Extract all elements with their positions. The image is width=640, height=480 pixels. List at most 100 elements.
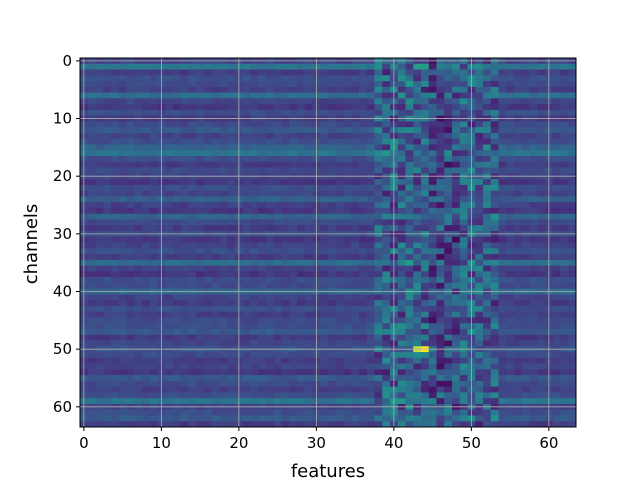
heatmap-cell <box>289 294 298 301</box>
heatmap-cell <box>366 219 375 226</box>
heatmap-cell <box>529 179 538 186</box>
heatmap-cell <box>506 225 515 232</box>
heatmap-cell <box>529 311 538 318</box>
heatmap-cell <box>428 375 437 382</box>
heatmap-cell <box>289 219 298 226</box>
heatmap-cell <box>366 190 375 197</box>
heatmap-cell <box>219 225 228 232</box>
heatmap-cell <box>103 375 112 382</box>
heatmap-cell <box>351 207 360 215</box>
heatmap-cell <box>436 190 445 197</box>
heatmap-cell <box>351 127 360 134</box>
heatmap-cell <box>196 213 205 220</box>
heatmap-cell <box>366 104 375 111</box>
heatmap-cell <box>126 352 135 359</box>
heatmap-cell <box>374 271 383 278</box>
heatmap-cell <box>134 409 143 416</box>
heatmap-cell <box>483 184 492 191</box>
heatmap-cell <box>514 375 523 382</box>
heatmap-cell <box>560 138 569 145</box>
heatmap-cell <box>452 150 461 157</box>
heatmap-cell <box>397 207 406 215</box>
heatmap-cell <box>351 294 360 301</box>
heatmap-cell <box>320 340 329 347</box>
heatmap-cell <box>335 323 344 330</box>
heatmap-cell <box>413 334 422 341</box>
heatmap-cell <box>343 121 352 128</box>
heatmap-cell <box>351 150 360 157</box>
heatmap-cell <box>397 265 406 272</box>
heatmap-cell <box>188 190 197 197</box>
heatmap-cell <box>196 86 205 93</box>
heatmap-cell <box>490 334 499 341</box>
heatmap-cell <box>211 311 220 318</box>
heatmap-cell <box>173 86 182 93</box>
heatmap-cell <box>111 156 120 163</box>
heatmap-cell <box>188 196 197 203</box>
heatmap-cell <box>514 69 523 76</box>
heatmap-cell <box>452 109 461 117</box>
heatmap-cell <box>382 363 391 370</box>
heatmap-cell <box>289 86 298 93</box>
heatmap-cell <box>149 409 158 416</box>
heatmap-cell <box>552 369 561 376</box>
heatmap-cell <box>560 398 569 405</box>
heatmap-cell <box>149 305 158 313</box>
heatmap-cell <box>149 317 158 324</box>
heatmap-cell <box>273 121 282 128</box>
heatmap-cell <box>552 375 561 382</box>
heatmap-cell <box>490 196 499 203</box>
heatmap-cell <box>374 357 383 364</box>
heatmap-cell <box>397 213 406 220</box>
heatmap-cell <box>304 259 313 266</box>
heatmap-cell <box>242 248 251 255</box>
heatmap-cell <box>87 386 96 393</box>
heatmap-cell <box>382 259 391 266</box>
heatmap-cell <box>459 294 468 301</box>
heatmap-cell <box>173 213 182 220</box>
heatmap-cell <box>173 300 182 307</box>
heatmap-cell <box>366 357 375 364</box>
heatmap-cell <box>188 300 197 307</box>
heatmap-cell <box>397 409 406 416</box>
heatmap-cell <box>103 109 112 117</box>
heatmap-cell <box>142 254 151 261</box>
heatmap-cell <box>521 305 530 313</box>
heatmap-cell <box>281 363 290 370</box>
heatmap-cell <box>304 150 313 157</box>
heatmap-cell <box>281 236 290 243</box>
heatmap-cell <box>521 167 530 174</box>
heatmap-cell <box>506 213 515 220</box>
heatmap-cell <box>529 317 538 324</box>
heatmap-cell <box>498 92 507 99</box>
heatmap-cell <box>118 363 127 370</box>
heatmap-cell <box>273 328 282 336</box>
heatmap-cell <box>250 75 259 82</box>
heatmap-cell <box>103 121 112 128</box>
heatmap-cell <box>475 127 484 134</box>
heatmap-cell <box>568 271 577 278</box>
heatmap-cell <box>351 138 360 145</box>
heatmap-cell <box>87 132 96 140</box>
heatmap-cell <box>211 109 220 117</box>
heatmap-cell <box>568 98 577 105</box>
heatmap-cell <box>328 380 337 387</box>
heatmap-cell <box>297 121 306 128</box>
heatmap-cell <box>537 265 546 272</box>
heatmap-cell <box>149 190 158 197</box>
heatmap-cell <box>428 328 437 336</box>
heatmap-cell <box>514 196 523 203</box>
heatmap-cell <box>444 300 453 307</box>
heatmap-cell <box>421 98 430 105</box>
heatmap-cell <box>95 386 104 393</box>
heatmap-cell <box>506 380 515 387</box>
heatmap-cell <box>242 294 251 301</box>
heatmap-cell <box>459 63 468 70</box>
heatmap-cell <box>436 317 445 324</box>
heatmap-cell <box>444 190 453 197</box>
heatmap-cell <box>87 323 96 330</box>
heatmap-cell <box>413 132 422 140</box>
heatmap-cell <box>529 392 538 399</box>
heatmap-cell <box>289 317 298 324</box>
heatmap-cell <box>304 415 313 422</box>
